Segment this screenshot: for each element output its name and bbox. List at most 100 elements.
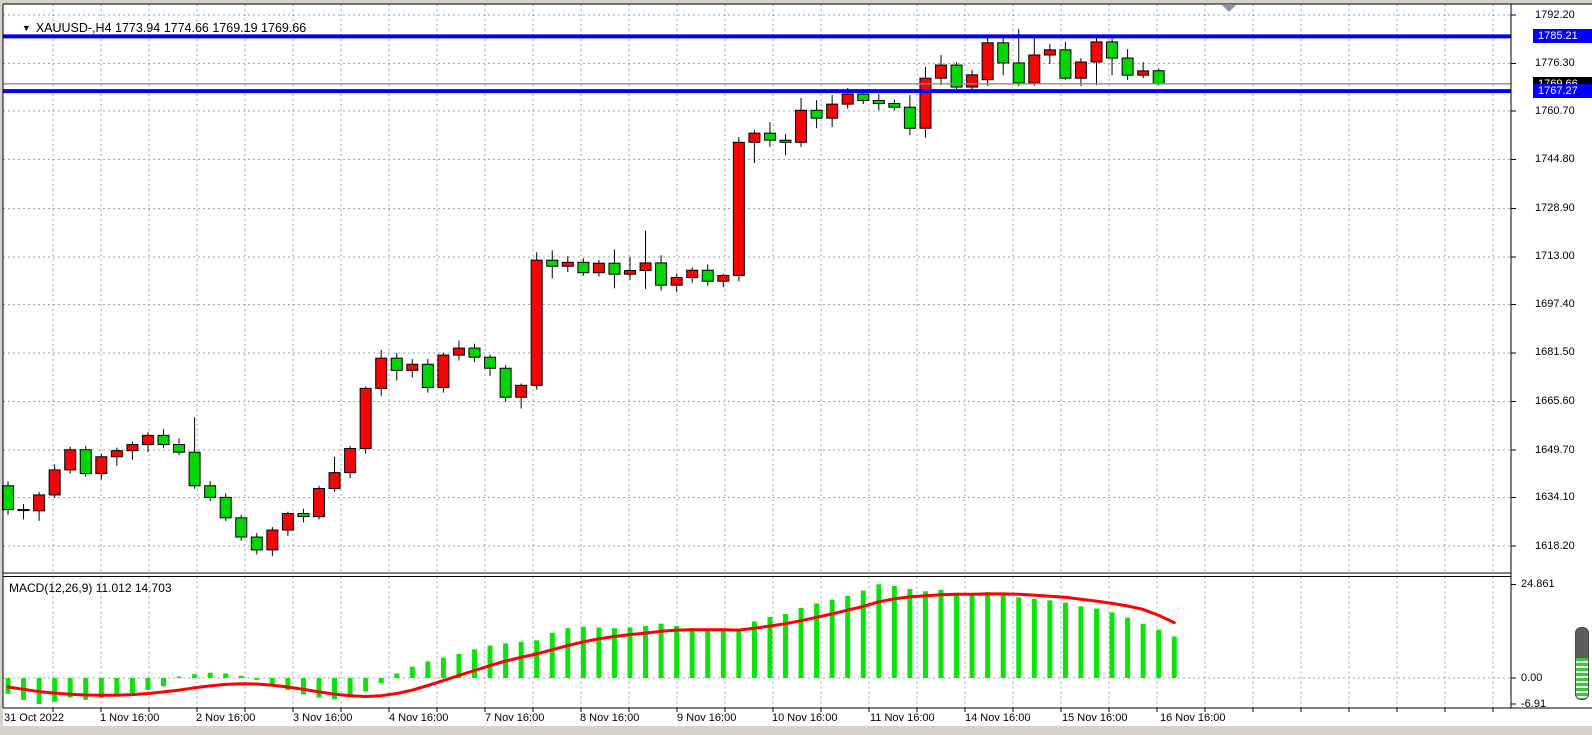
- price-tick-label: 1776.30: [1535, 57, 1575, 70]
- time-tick-label: 16 Nov 16:00: [1160, 712, 1226, 724]
- candle-27: [421, 359, 434, 393]
- candle-0: [2, 481, 14, 515]
- time-tick-label: 11 Nov 16:00: [870, 712, 935, 724]
- candle-31: [484, 354, 497, 376]
- ohlc-low: 1769.19: [212, 21, 258, 35]
- candle-37: [577, 258, 590, 276]
- candle-46: [717, 273, 730, 288]
- candle-62: [966, 69, 979, 93]
- candle-56: [872, 94, 885, 111]
- candle-21: [328, 456, 341, 492]
- candle-23: [359, 386, 372, 454]
- candle-8: [126, 441, 139, 460]
- candle-6: [95, 453, 108, 480]
- symbol-dropdown-icon[interactable]: ▼: [21, 23, 31, 33]
- candle-24: [375, 349, 388, 396]
- candle-15: [235, 514, 248, 541]
- time-tick-label: 9 Nov 16:00: [677, 712, 737, 724]
- candle-42: [655, 255, 668, 291]
- time-tick-label: 31 Oct 2022: [4, 712, 64, 724]
- candles-layer: [2, 29, 1165, 556]
- candle-28: [437, 352, 450, 393]
- price-tick-label: 1649.70: [1535, 443, 1575, 456]
- time-tick-label: 2 Nov 16:00: [196, 712, 256, 724]
- price-tick-label: 1760.70: [1535, 104, 1575, 117]
- candle-53: [826, 94, 839, 128]
- candle-71: [1106, 38, 1119, 76]
- candle-50: [779, 134, 792, 156]
- candle-60: [935, 54, 947, 86]
- candle-5: [79, 446, 92, 477]
- candle-20: [313, 485, 325, 520]
- price-tick-label: 1665.60: [1535, 395, 1575, 407]
- candle-52: [810, 100, 823, 129]
- time-tick-label: 3 Nov 16:00: [293, 712, 353, 724]
- ohlc-open: 1773.94: [115, 21, 161, 35]
- price-tick-label: 1713.00: [1535, 250, 1575, 263]
- candle-48: [748, 130, 761, 164]
- candle-57: [888, 99, 901, 111]
- candle-33: [515, 383, 528, 409]
- candle-30: [468, 343, 481, 363]
- time-tick-label: 7 Nov 16:00: [485, 712, 545, 724]
- candle-25: [390, 352, 403, 381]
- candle-2: [33, 491, 46, 521]
- candle-19: [297, 508, 310, 523]
- ohlc-high: 1774.66: [163, 21, 209, 35]
- level-price-tag: 1785.21: [1533, 29, 1592, 44]
- candle-58: [903, 94, 916, 136]
- scroll-indicator[interactable]: [1575, 627, 1589, 700]
- macd-indicator-label: MACD(12,26,9) 11.012 14.703: [9, 581, 172, 595]
- candle-32: [499, 365, 512, 402]
- price-tick-label: 1634.10: [1535, 491, 1575, 504]
- candle-11: [173, 438, 186, 456]
- candle-45: [701, 264, 714, 286]
- candle-36: [561, 256, 574, 273]
- candle-22: [344, 446, 357, 479]
- candle-14: [219, 493, 232, 521]
- candle-17: [266, 526, 279, 556]
- level-price-tag: 1767.27: [1533, 84, 1592, 99]
- candle-4: [64, 446, 77, 474]
- chart-title: ▼ XAUUSD-,H4 1773.94 1774.66 1769.19 1769…: [8, 7, 306, 49]
- candle-16: [250, 533, 263, 555]
- candle-13: [204, 481, 217, 502]
- price-tick-label: 1618.20: [1535, 539, 1575, 552]
- candle-51: [795, 98, 808, 147]
- candle-1: [17, 504, 30, 520]
- time-tick-label: 1 Nov 16:00: [100, 712, 160, 724]
- candle-29: [452, 340, 465, 361]
- macd-layer: [5, 584, 1177, 705]
- candle-65: [1012, 29, 1025, 87]
- candle-72: [1121, 49, 1134, 81]
- candle-66: [1028, 36, 1041, 86]
- candle-59: [919, 66, 932, 138]
- macd-tick-label: -6.91: [1521, 697, 1547, 710]
- candle-73: [1137, 62, 1150, 79]
- price-tick-label: 1744.80: [1535, 153, 1575, 166]
- time-tick-label: 8 Nov 16:00: [580, 712, 640, 724]
- price-tick-label: 1681.50: [1535, 346, 1575, 359]
- macd-tick-label: 0.00: [1521, 671, 1543, 684]
- time-tick-label: 15 Nov 16:00: [1062, 712, 1128, 724]
- candle-74: [1152, 68, 1165, 86]
- candle-70: [1090, 35, 1103, 86]
- candle-9: [141, 432, 154, 453]
- price-tick-label: 1792.20: [1535, 8, 1575, 21]
- macd-signal-line: [6, 592, 1176, 698]
- symbol-timeframe-label: XAUUSD-,H4: [35, 21, 112, 35]
- candle-44: [686, 267, 699, 283]
- candle-61: [950, 62, 963, 93]
- candle-12: [188, 417, 201, 489]
- candle-10: [157, 429, 170, 448]
- candle-43: [670, 273, 683, 292]
- candle-26: [406, 359, 419, 378]
- time-tick-label: 10 Nov 16:00: [772, 712, 838, 724]
- candle-64: [997, 38, 1010, 76]
- chart-shift-marker[interactable]: [1222, 5, 1236, 12]
- candle-67: [1043, 44, 1056, 64]
- ohlc-close: 1769.66: [261, 21, 307, 35]
- candle-34: [530, 252, 543, 390]
